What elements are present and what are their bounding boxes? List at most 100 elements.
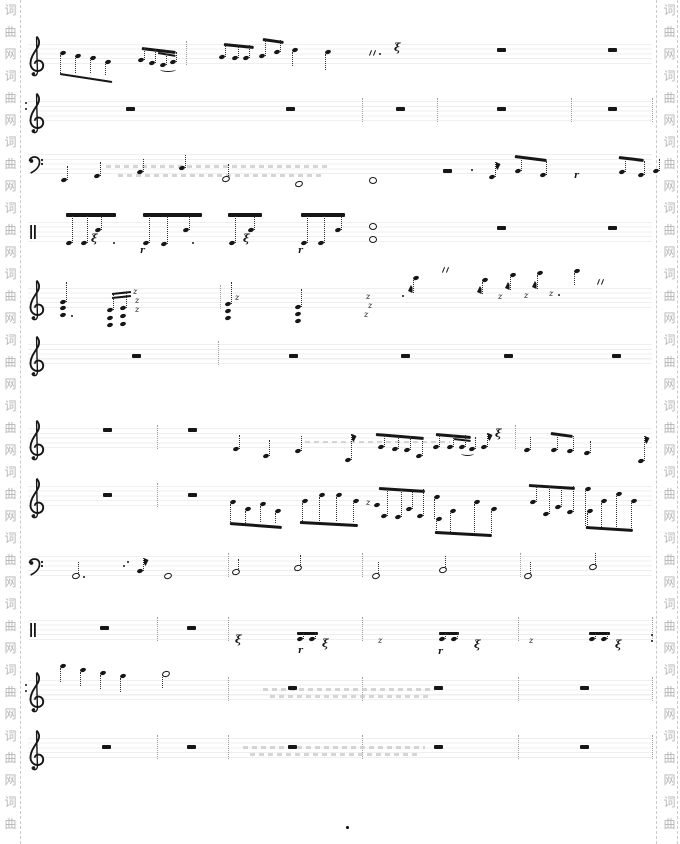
watermark-char: 网 [663, 179, 676, 193]
watermark-smudge [118, 174, 323, 177]
watermark-char: 网 [663, 641, 676, 655]
note-stem [423, 489, 424, 516]
note-stem [521, 157, 522, 171]
scan-speck-dot [346, 826, 349, 829]
watermark-smudge [250, 753, 418, 756]
barline [515, 425, 516, 449]
note-stem [495, 162, 496, 177]
note-stem [601, 503, 602, 527]
half-rest [497, 107, 506, 111]
watermark-char: 网 [4, 707, 17, 721]
beam [301, 213, 345, 217]
note-stem [292, 52, 293, 66]
note-stem [491, 511, 492, 533]
note-stem [319, 497, 320, 521]
note-stem [465, 435, 466, 447]
watermark-char: 词 [663, 267, 676, 281]
watermark-char: 曲 [4, 355, 17, 369]
note-stem [80, 672, 81, 686]
note-stem [225, 45, 226, 57]
barline [362, 553, 363, 577]
staff-lines [28, 44, 652, 65]
note-stem [353, 503, 354, 522]
note-stem [387, 489, 388, 516]
watermark-char: 曲 [4, 421, 17, 435]
treble-clef-icon [29, 92, 45, 134]
notehead [294, 318, 302, 325]
note-stem [659, 159, 660, 171]
note-stem [143, 558, 144, 571]
whole-note-circle [369, 223, 377, 230]
half-rest [434, 745, 443, 749]
watermark-char: 曲 [4, 817, 17, 831]
watermark-char: 曲 [4, 685, 17, 699]
watermark-char: 词 [4, 795, 17, 809]
notehead [59, 312, 67, 319]
augmentation-dot [71, 315, 74, 318]
watermark-char: 曲 [663, 223, 676, 237]
note-stem [280, 40, 281, 52]
eighth-rest: r [574, 171, 579, 181]
watermark-char: 网 [4, 179, 17, 193]
note-stem [439, 435, 440, 447]
note-stem [185, 155, 186, 168]
note-stem [378, 562, 379, 575]
note-stem [72, 216, 73, 243]
repeat-dot [25, 684, 27, 686]
quarter-rest: ξ [235, 633, 242, 646]
note-stem [238, 559, 239, 571]
note-stem [573, 436, 574, 451]
note-stem [595, 553, 596, 566]
note-stem [67, 166, 68, 180]
percussion-clef-icon [30, 225, 36, 239]
dashed-border-line [677, 0, 678, 844]
note-stem [530, 562, 531, 575]
quarter-rest: ξ [615, 638, 622, 651]
quarter-rest: ξ [322, 637, 329, 650]
half-rest [102, 745, 111, 749]
barline [518, 617, 519, 641]
note-stem [549, 486, 550, 514]
watermark-char: 网 [663, 707, 676, 721]
note-stem [301, 436, 302, 451]
watermark-char: 词 [4, 663, 17, 677]
quarter-rest: ξ [495, 427, 502, 440]
small-rest-mark: z [524, 291, 529, 300]
watermark-char: 曲 [4, 91, 17, 105]
note-stem [105, 64, 106, 75]
half-rest [580, 745, 589, 749]
note-stem [101, 216, 102, 230]
notehead [71, 571, 81, 581]
augmentation-dot [83, 576, 86, 579]
note-stem [315, 633, 316, 639]
whole-note-circle [369, 177, 377, 184]
note-stem [120, 678, 121, 692]
watermark-char: 网 [663, 311, 676, 325]
note-stem [325, 54, 326, 70]
treble-clef-icon [29, 335, 45, 377]
note-stem [401, 489, 402, 517]
watermark-char: 曲 [663, 91, 676, 105]
chord-stem [66, 282, 67, 302]
small-rest-mark: z [235, 293, 240, 302]
eighth-rest: r [298, 246, 303, 256]
watermark-smudge [263, 688, 435, 691]
watermark-char: 曲 [4, 223, 17, 237]
note-stem [238, 45, 239, 58]
barline [157, 425, 158, 449]
staff-lines [28, 344, 652, 365]
note-stem [546, 161, 547, 175]
tie-curve [160, 67, 176, 72]
barline [220, 285, 221, 309]
notehead [224, 315, 232, 322]
barline [157, 617, 158, 641]
staff-lines [28, 288, 652, 309]
watermark-char: 网 [4, 377, 17, 391]
chord-stem [301, 289, 302, 307]
note-stem [422, 438, 423, 456]
barline [157, 483, 158, 507]
note-stem [530, 437, 531, 450]
notehead [106, 322, 114, 329]
watermark-char: 网 [4, 641, 17, 655]
note-stem [100, 675, 101, 689]
